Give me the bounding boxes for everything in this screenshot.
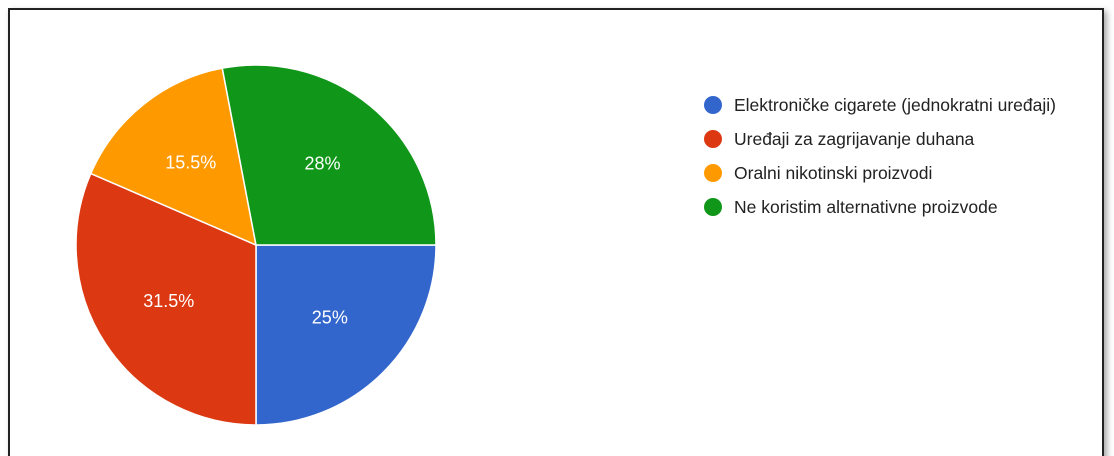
pie-slice xyxy=(89,67,258,247)
legend-item: Uređaji za zagrijavanje duhana xyxy=(700,126,1100,152)
slice-label: 31.5% xyxy=(143,291,194,311)
pie-slice xyxy=(255,244,437,426)
legend-label: Ne koristim alternativne proizvode xyxy=(734,197,998,217)
legend-label: Elektroničke cigarete (jednokratni uređa… xyxy=(734,95,1056,115)
legend-label: Uređaji za zagrijavanje duhana xyxy=(734,129,975,149)
legend-marker xyxy=(704,198,722,216)
legend-item: Elektroničke cigarete (jednokratni uređa… xyxy=(700,92,1100,118)
legend-item: Ne koristim alternativne proizvode xyxy=(700,194,1100,220)
slice-label: 25% xyxy=(312,308,348,328)
legend-item: Oralni nikotinski proizvodi xyxy=(700,160,1100,186)
slice-label: 15.5% xyxy=(165,152,216,172)
legend-marker xyxy=(704,164,722,182)
legend-marker xyxy=(704,130,722,148)
legend-label: Oralni nikotinski proizvodi xyxy=(734,163,933,183)
pie-slice xyxy=(75,172,257,426)
legend-marker xyxy=(704,96,722,114)
legend: Elektroničke cigarete (jednokratni uređa… xyxy=(700,92,1100,228)
pie-slice xyxy=(221,64,437,246)
slice-label: 28% xyxy=(305,153,341,173)
